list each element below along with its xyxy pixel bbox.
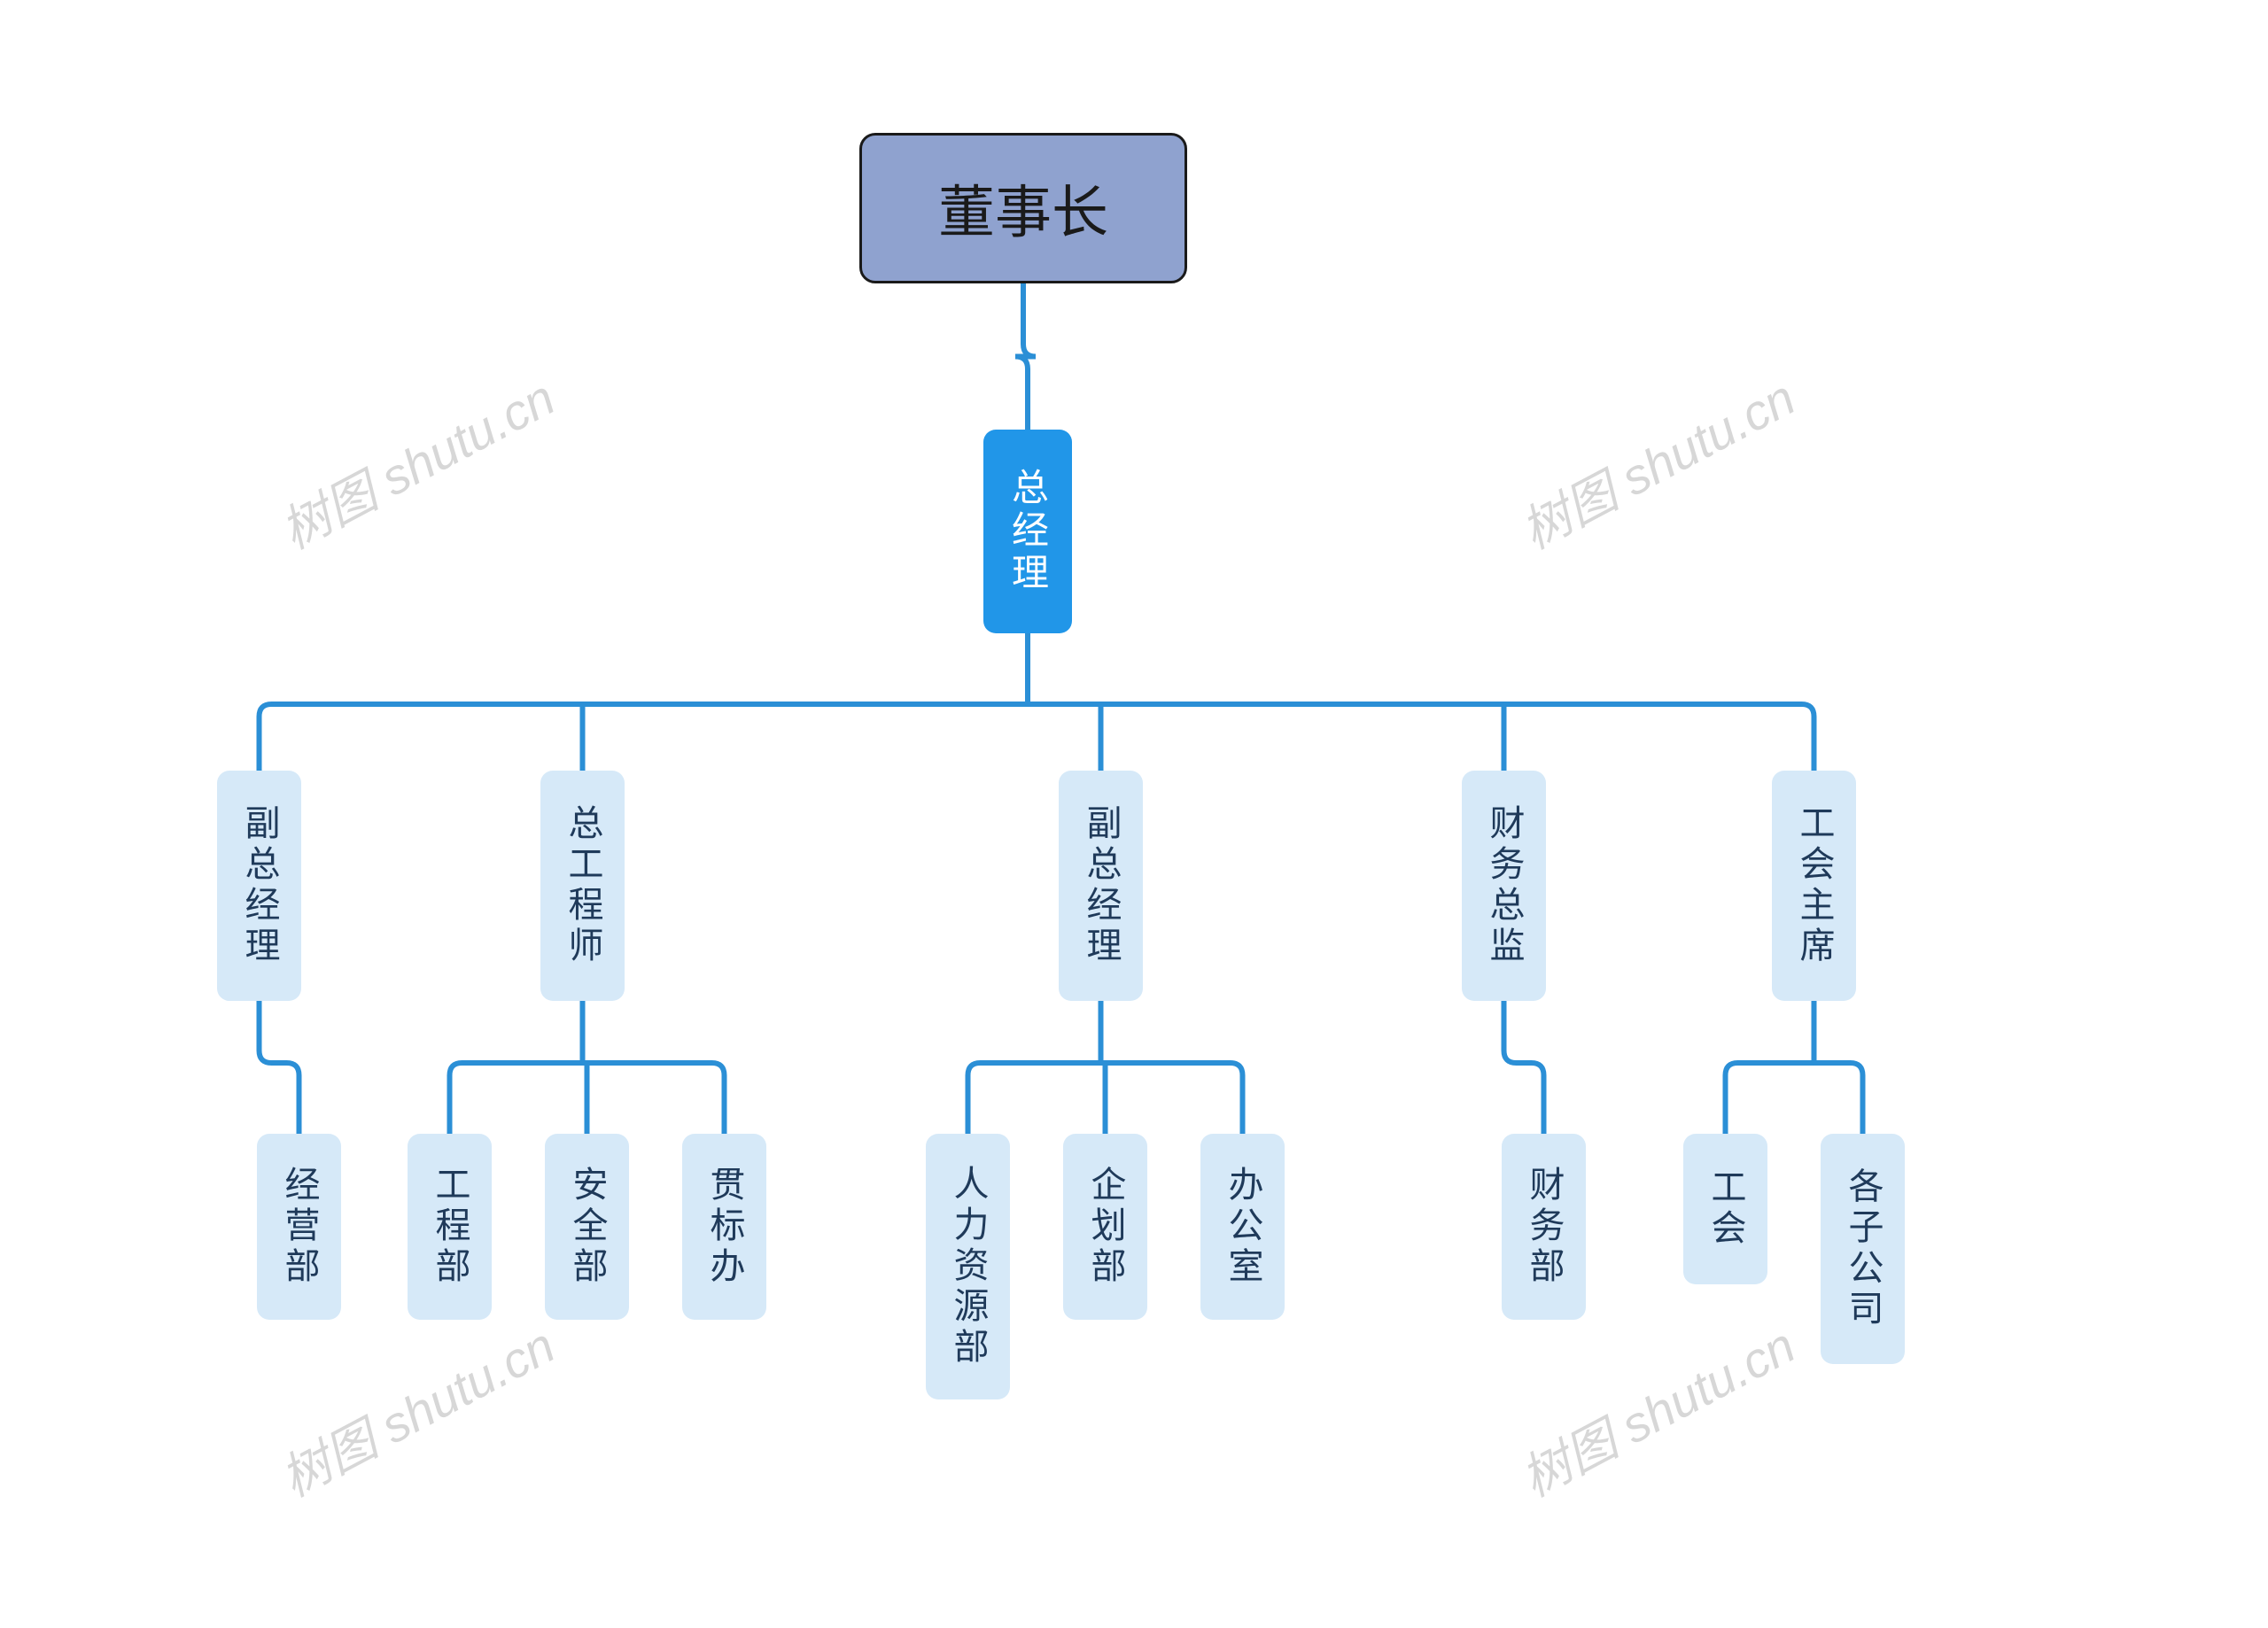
node-b5: 工会主席 [1772,771,1856,1001]
node-l7-label: 办公室 [1217,1166,1269,1288]
node-l2-label: 工程部 [424,1166,476,1288]
node-l7: 办公室 [1200,1134,1285,1320]
watermark: 树图 shutu.cn [1507,359,1806,563]
node-l8-label: 财务部 [1518,1166,1570,1288]
node-root: 董事长 [859,133,1187,283]
node-b5-label: 工会主席 [1789,804,1840,967]
node-l9: 工会 [1683,1134,1767,1284]
node-l1-label: 经营部 [274,1166,325,1288]
node-l8: 财务部 [1502,1134,1586,1320]
node-b2-label: 总工程师 [557,804,609,967]
node-l9-label: 工会 [1700,1168,1751,1250]
node-gm-label: 总经理 [1001,468,1055,595]
node-b1-label: 副总经理 [234,804,285,967]
node-b3-label: 副总经理 [1076,804,1127,967]
node-l6-label: 企划部 [1080,1166,1131,1288]
node-l3-label: 安全部 [562,1166,613,1288]
node-b4: 财务总监 [1462,771,1546,1001]
node-b1: 副总经理 [217,771,301,1001]
node-l4: 贯标办 [682,1134,766,1320]
watermark: 树图 shutu.cn [1507,1306,1806,1511]
watermark: 树图 shutu.cn [267,1306,566,1511]
node-root-label: 董事长 [938,167,1108,249]
node-b4-label: 财务总监 [1479,804,1530,967]
node-l1: 经营部 [257,1134,341,1320]
node-l3: 安全部 [545,1134,629,1320]
node-l10: 各子公司 [1821,1134,1905,1364]
node-l5: 人力资源部 [926,1134,1010,1399]
node-b3: 副总经理 [1059,771,1143,1001]
node-l6: 企划部 [1063,1134,1147,1320]
node-l4-label: 贯标办 [699,1166,750,1288]
node-l10-label: 各子公司 [1837,1167,1889,1330]
node-gm: 总经理 [983,430,1072,633]
node-b2: 总工程师 [540,771,625,1001]
node-l5-label: 人力资源部 [943,1165,994,1368]
node-l2: 工程部 [408,1134,492,1320]
watermark: 树图 shutu.cn [267,359,566,563]
